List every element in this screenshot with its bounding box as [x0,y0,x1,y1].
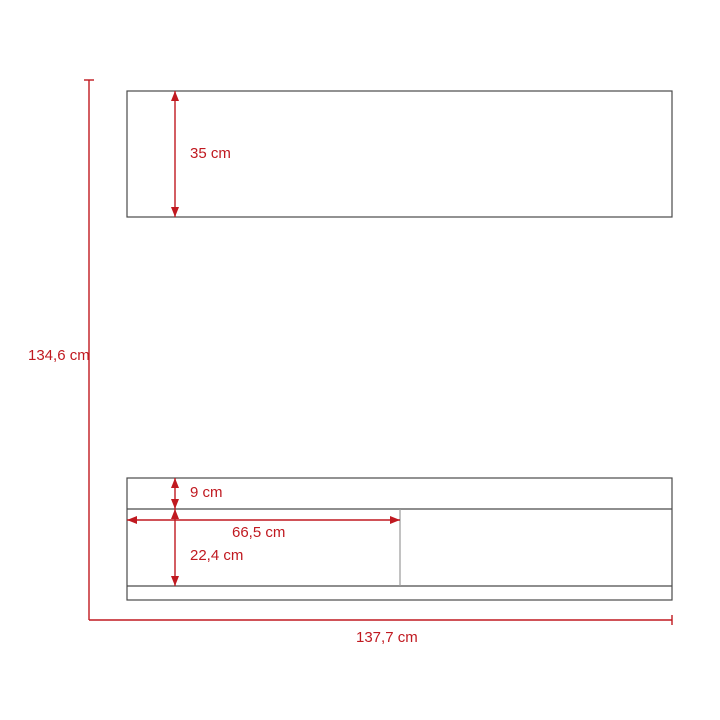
dim-overall-w-label: 137,7 cm [356,629,418,646]
dim-topband-h-label: 9 cm [190,484,223,501]
dim-overall-h-label: 134,6 cm [28,347,90,364]
dim-mid-h-label: 22,4 cm [190,547,243,564]
dim-upper-h-label: 35 cm [190,145,231,162]
dim-mid-w-label: 66,5 cm [232,524,285,541]
canvas-bg [0,0,720,720]
